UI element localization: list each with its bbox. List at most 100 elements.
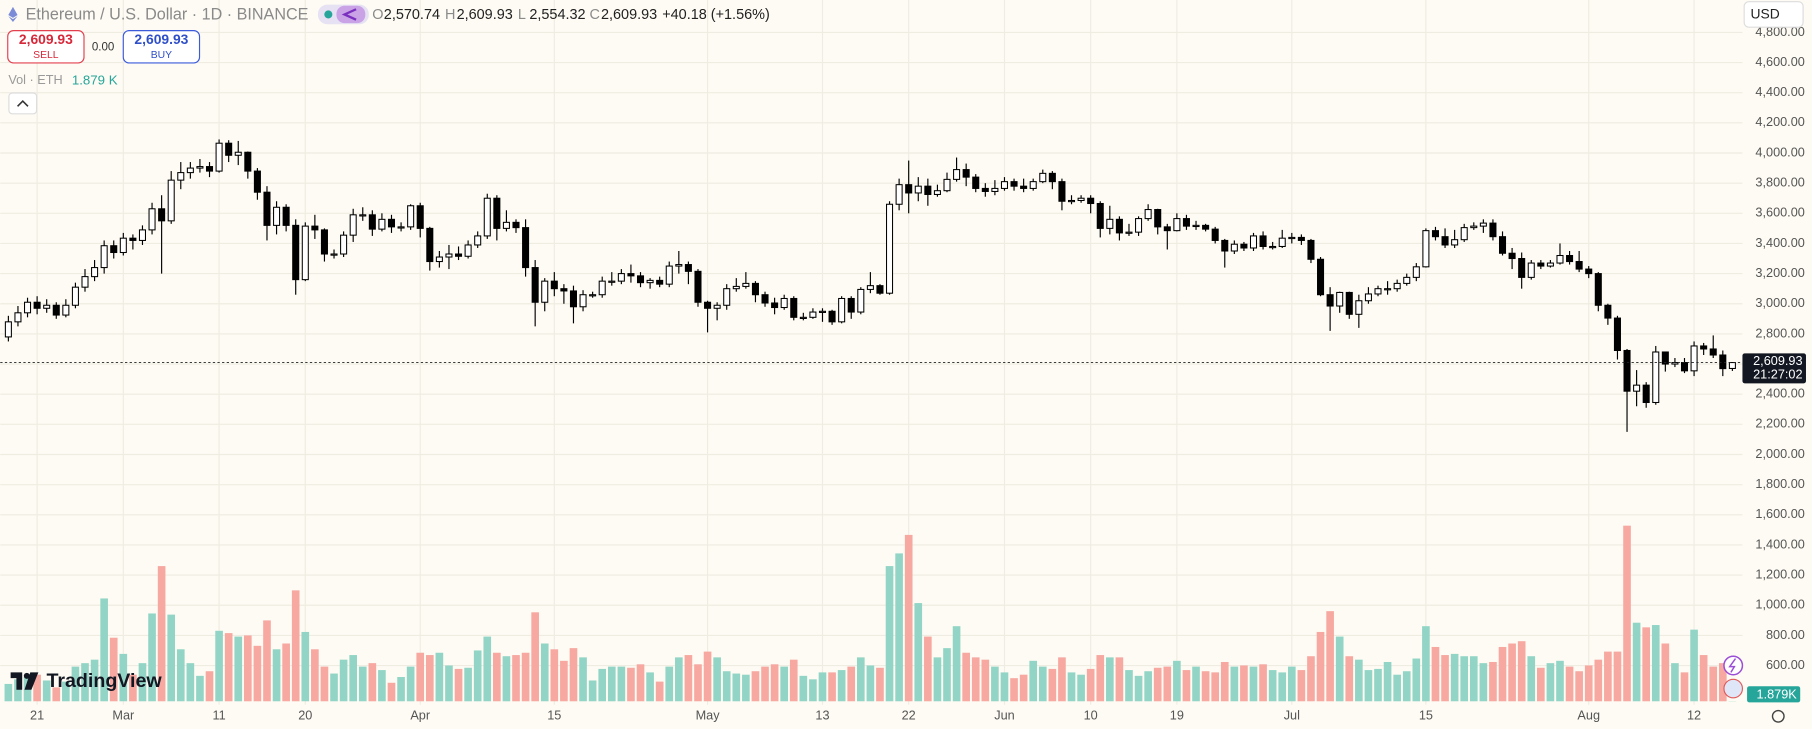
y-tick-label: 4,600.00	[1755, 55, 1804, 69]
candle-body	[1566, 254, 1574, 263]
volume-bar	[895, 553, 903, 702]
candle-body	[589, 294, 597, 297]
volume-bar	[1038, 666, 1047, 702]
flag-icon[interactable]	[1723, 678, 1744, 699]
buy-button[interactable]	[122, 30, 201, 64]
buy-price: 2,609.93	[134, 31, 188, 47]
candle-body	[1652, 351, 1660, 404]
volume-bar	[1077, 674, 1085, 702]
volume-bar	[1259, 664, 1267, 702]
y-tick-label: 800.00	[1766, 628, 1805, 642]
volume-bar	[109, 637, 118, 702]
volume-bar	[483, 636, 492, 702]
volume-bar	[1125, 670, 1133, 702]
logo-text: TradingView	[46, 670, 162, 692]
sell-button[interactable]	[7, 30, 85, 64]
volume-bar	[1632, 622, 1641, 702]
candle-body	[474, 235, 482, 246]
volume-bar	[1412, 658, 1421, 702]
settings-icon[interactable]	[1771, 709, 1785, 723]
volume-bar	[1278, 672, 1287, 702]
candle-body	[1700, 345, 1708, 350]
currency-button[interactable]	[1743, 1, 1804, 28]
candle-body	[263, 191, 271, 226]
candle-body	[1431, 230, 1439, 238]
candle-body	[1633, 384, 1641, 392]
volume-bar	[828, 672, 836, 702]
x-tick-label: Jul	[1284, 709, 1300, 723]
candle-body	[1317, 258, 1325, 296]
volume-bar	[1268, 670, 1277, 702]
candle-body	[225, 142, 233, 156]
candle-body	[234, 151, 242, 156]
volume-bar	[425, 655, 434, 702]
volume-bar	[636, 664, 645, 702]
candle-body	[1230, 243, 1238, 252]
volume-bar	[1565, 666, 1574, 702]
candle-body	[502, 221, 510, 229]
volume-bar	[1211, 672, 1219, 702]
candle-body	[455, 253, 463, 257]
volume-bar	[1709, 666, 1718, 702]
x-tick-label: 10	[1084, 709, 1098, 723]
y-tick-label: 4,200.00	[1755, 115, 1804, 129]
candle-body	[71, 286, 79, 306]
candle-body	[838, 297, 846, 323]
volume-bar	[675, 657, 683, 702]
candle-body	[1058, 181, 1066, 202]
candle-body	[273, 206, 281, 226]
candle-body	[1690, 345, 1698, 372]
candle-body	[732, 285, 740, 290]
volume-bar	[1527, 656, 1536, 702]
alert-icon[interactable]	[1723, 655, 1744, 676]
volume-bar	[358, 666, 367, 702]
candle-body	[1422, 230, 1430, 268]
volume-bar	[1508, 643, 1516, 702]
symbol-title: Ethereum / U.S. Dollar · 1D · BINANCE	[26, 5, 309, 23]
volume-bar	[1575, 671, 1583, 702]
candle-body	[560, 288, 568, 292]
volume-legend-value: 1.879 K	[72, 72, 118, 87]
collapse-icon	[16, 99, 29, 107]
candle-body	[1182, 218, 1190, 227]
volume-bar	[665, 666, 674, 702]
volume-bar	[560, 660, 568, 702]
candle-body	[627, 273, 635, 277]
x-tick-label: Jun	[994, 709, 1014, 723]
candle-body	[1642, 384, 1650, 404]
volume-bar	[943, 648, 951, 702]
candle-body	[1604, 304, 1612, 319]
candle-body	[330, 253, 338, 256]
candle-body	[1000, 181, 1008, 189]
candle-body	[694, 270, 702, 303]
volume-bar	[272, 649, 281, 702]
candle-body	[205, 166, 214, 172]
candle-body	[914, 185, 922, 194]
candle-body	[62, 304, 70, 316]
volume-bar	[406, 666, 415, 702]
volume-bar	[1010, 678, 1018, 702]
volume-bar	[655, 681, 664, 702]
candle-body	[24, 301, 32, 314]
volume-bar	[81, 663, 89, 702]
candle-body	[1125, 231, 1133, 234]
volume-bar	[1307, 656, 1315, 702]
collapse-button[interactable]	[8, 92, 38, 115]
candle-body	[1163, 226, 1171, 232]
volume-bar	[1201, 671, 1210, 702]
candle-body	[158, 208, 166, 222]
candle-body	[100, 245, 108, 269]
volume-bar	[1134, 675, 1143, 702]
volume-bar	[1316, 631, 1325, 702]
volume-bar	[742, 674, 750, 702]
candle-body	[751, 282, 759, 296]
candle-body	[943, 178, 951, 192]
logo: TradingView	[10, 670, 162, 692]
y-tick-label: 3,400.00	[1755, 236, 1804, 250]
volume-bar	[952, 626, 961, 702]
candle-body	[1202, 224, 1210, 230]
volume-bar	[1651, 625, 1660, 702]
eth-icon	[8, 6, 18, 22]
candle-body	[1613, 317, 1621, 352]
candle-body	[579, 294, 587, 308]
